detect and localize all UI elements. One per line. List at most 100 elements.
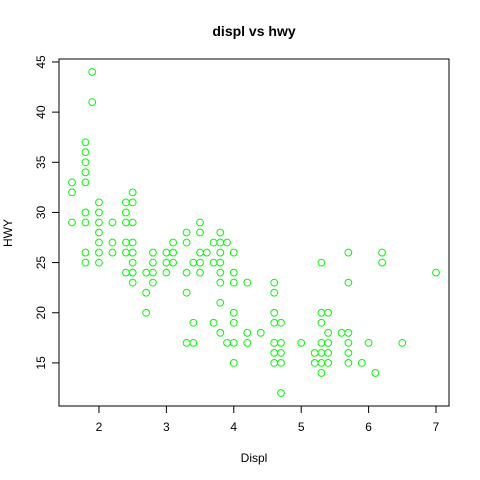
data-point xyxy=(81,158,90,167)
data-point xyxy=(277,348,285,357)
data-point xyxy=(81,218,90,227)
x-tick-label: 4 xyxy=(230,420,237,434)
x-tick-label: 3 xyxy=(163,420,170,434)
data-point xyxy=(229,338,238,347)
data-point xyxy=(209,238,218,247)
data-point xyxy=(256,328,265,337)
data-point xyxy=(95,208,103,217)
data-point xyxy=(128,248,137,257)
data-point xyxy=(142,288,151,297)
data-point xyxy=(317,359,326,367)
data-point xyxy=(216,248,225,257)
data-point xyxy=(196,258,204,267)
data-point xyxy=(317,258,326,267)
data-point xyxy=(216,298,225,307)
y-tick-label: 25 xyxy=(34,256,48,270)
data-point xyxy=(88,98,97,106)
data-point xyxy=(148,268,157,277)
data-point xyxy=(317,318,326,327)
data-point xyxy=(196,218,204,227)
data-point xyxy=(88,68,97,76)
data-point xyxy=(95,238,103,247)
data-point xyxy=(223,338,231,347)
data-point xyxy=(148,258,157,267)
data-point xyxy=(297,338,306,347)
chart-title: displ vs hwy xyxy=(212,23,295,39)
data-point xyxy=(128,198,137,207)
data-point xyxy=(122,248,130,257)
data-point xyxy=(142,308,151,317)
data-point xyxy=(324,308,333,317)
data-point xyxy=(270,308,279,317)
data-point xyxy=(270,348,279,357)
data-point xyxy=(229,268,238,277)
y-tick-label: 15 xyxy=(34,356,48,370)
data-point xyxy=(337,328,346,337)
data-point xyxy=(108,218,117,227)
data-point xyxy=(317,348,326,357)
y-tick-label: 40 xyxy=(34,105,48,119)
data-point xyxy=(364,338,373,347)
y-tick-label: 30 xyxy=(34,205,48,219)
data-point xyxy=(216,228,225,237)
data-point xyxy=(202,248,211,257)
data-point xyxy=(162,258,171,267)
data-point xyxy=(344,248,353,257)
data-point xyxy=(229,248,238,257)
y-tick-label: 35 xyxy=(34,155,48,169)
data-point xyxy=(229,359,238,367)
data-point xyxy=(122,268,130,277)
data-point xyxy=(189,258,198,267)
data-point xyxy=(196,248,204,257)
data-point xyxy=(182,268,191,277)
data-point xyxy=(122,198,130,207)
data-point xyxy=(68,188,76,197)
data-point xyxy=(270,288,279,297)
data-point xyxy=(317,369,326,377)
data-point xyxy=(122,238,130,247)
data-point xyxy=(128,188,137,197)
data-point xyxy=(128,278,137,287)
data-point xyxy=(95,248,103,257)
data-point xyxy=(108,248,117,257)
x-tick-label: 7 xyxy=(433,420,440,434)
data-point xyxy=(216,238,225,247)
x-tick-label: 2 xyxy=(96,420,103,434)
data-point xyxy=(122,218,130,227)
data-point xyxy=(229,308,238,317)
data-point xyxy=(243,328,252,337)
data-point xyxy=(81,248,90,257)
data-point xyxy=(223,238,231,247)
data-point xyxy=(148,278,157,287)
data-point xyxy=(216,328,225,337)
data-point xyxy=(310,359,319,367)
data-point xyxy=(310,348,319,357)
data-point xyxy=(128,238,137,247)
y-tick-label: 20 xyxy=(34,306,48,320)
data-point xyxy=(378,258,386,267)
data-point xyxy=(317,308,326,317)
data-point xyxy=(122,208,130,217)
data-point xyxy=(169,258,178,267)
data-point xyxy=(128,268,137,277)
data-point xyxy=(216,278,225,287)
data-point xyxy=(344,348,353,357)
data-point xyxy=(277,338,285,347)
x-axis-label: Displ xyxy=(241,451,268,465)
data-point xyxy=(357,359,366,367)
x-axis: 2 3 4 5 6 7 xyxy=(96,405,440,434)
data-point xyxy=(68,218,76,227)
plot-area-border xyxy=(58,58,450,407)
data-point xyxy=(277,389,285,397)
data-point xyxy=(209,258,218,267)
data-point xyxy=(182,338,191,347)
data-point xyxy=(229,318,238,327)
data-point xyxy=(270,338,279,347)
data-point xyxy=(324,328,333,337)
data-point xyxy=(398,338,407,347)
data-point xyxy=(68,178,76,187)
data-point xyxy=(277,359,285,367)
data-point xyxy=(229,278,238,287)
data-points xyxy=(68,68,440,397)
